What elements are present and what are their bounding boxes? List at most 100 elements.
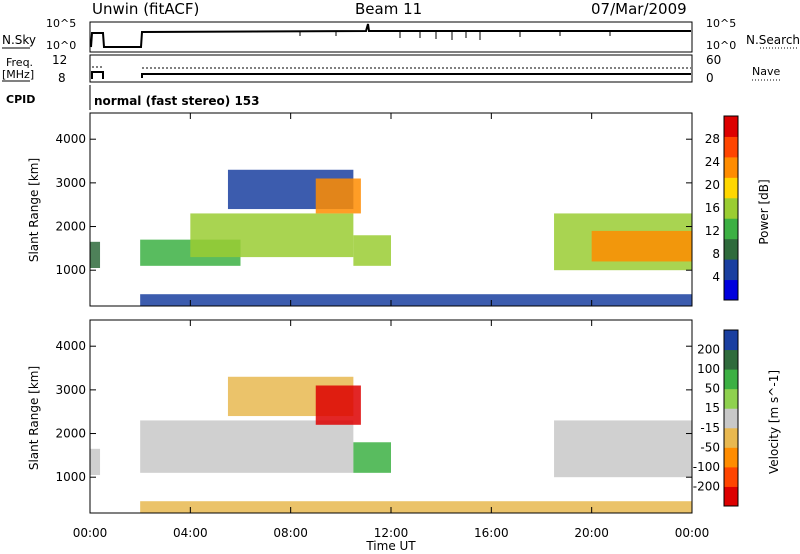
velocity-colorbar-frame xyxy=(723,329,739,507)
velocity-colorbar-tick: -50 xyxy=(700,440,720,454)
velocity-colorbar-tick: 200 xyxy=(697,343,720,357)
nave-label: Nave xyxy=(752,65,780,78)
power-colorbar-swatch xyxy=(724,136,738,158)
nsky-tick-bottom: 10^0 xyxy=(46,39,76,52)
nsky-trace xyxy=(90,23,691,48)
y-tick-label: 4000 xyxy=(55,132,86,146)
power-colorbar-tick: 4 xyxy=(712,270,720,284)
power-colorbar-swatch xyxy=(724,197,738,219)
power-colorbar-tick: 20 xyxy=(705,178,720,192)
velocity-y-axis: 1000 2000 3000 4000 xyxy=(55,320,693,513)
power-colorbar-swatch xyxy=(724,279,738,301)
power-colorbar-tick: 12 xyxy=(705,224,720,238)
y-tick-label: 3000 xyxy=(55,176,86,190)
nsky-panel-frame xyxy=(89,21,693,53)
velocity-colorbar-swatch xyxy=(724,388,738,409)
freq-tick-top: 12 xyxy=(52,53,67,67)
velocity-colorbar-swatch xyxy=(724,330,738,351)
data-cell xyxy=(315,178,361,214)
data-cell xyxy=(140,501,692,513)
velocity-colorbar-tick: -15 xyxy=(700,421,720,435)
freq-trace xyxy=(91,71,691,79)
station-title: Unwin (fitACF) xyxy=(92,0,200,18)
nsky-label: N.Sky xyxy=(2,33,36,47)
velocity-frame xyxy=(89,319,693,514)
x-tick-label: 04:00 xyxy=(173,526,208,540)
power-colorbar-swatch xyxy=(724,218,738,240)
cpid-label: CPID xyxy=(6,93,35,106)
velocity-y-label: Slant Range [km] xyxy=(27,366,41,470)
power-colorbar-swatch xyxy=(724,116,738,137)
data-cell xyxy=(90,241,101,269)
velocity-colorbar-swatch xyxy=(724,466,738,487)
y-tick-label: 1000 xyxy=(55,470,86,484)
power-y-axis: 1000 2000 3000 4000 xyxy=(55,113,693,306)
y-tick-label: 2000 xyxy=(55,220,86,234)
x-tick-label: 16:00 xyxy=(474,526,509,540)
x-axis-label: Time UT xyxy=(365,539,416,553)
velocity-colorbar-tick: 100 xyxy=(697,362,720,376)
power-colorbar-frame xyxy=(723,115,739,301)
velocity-colorbar-swatch xyxy=(724,486,738,507)
y-tick-label: 2000 xyxy=(55,427,86,441)
nsearch-trace xyxy=(299,32,611,40)
velocity-colorbar-swatch xyxy=(724,447,738,468)
velocity-plot: 1000 2000 3000 4000 Slant Range [km] xyxy=(27,319,693,514)
data-cell xyxy=(315,385,361,425)
velocity-colorbar-swatch xyxy=(724,349,738,370)
power-colorbar-swatch xyxy=(724,177,738,199)
freq-panel-frame xyxy=(89,54,693,83)
nsearch-tick-top: 10^5 xyxy=(706,17,736,30)
nave-tick-top: 60 xyxy=(706,53,721,67)
power-colorbar: 4 8 12 16 20 24 28 xyxy=(705,115,739,301)
beam-label: Beam 11 xyxy=(355,0,423,18)
x-tick-label: 00:00 xyxy=(73,526,108,540)
data-cell xyxy=(190,213,354,258)
data-cell xyxy=(353,442,391,473)
power-plot: 1000 2000 3000 4000 Slant Range [km] xyxy=(27,112,693,307)
power-colorbar-swatch xyxy=(724,259,738,281)
velocity-colorbar-tick: -100 xyxy=(693,460,720,474)
velocity-colorbar: -200 -100 -50 -15 15 50 100 200 xyxy=(693,329,739,507)
data-cell xyxy=(90,448,101,476)
data-cell xyxy=(140,420,354,473)
nave-trace xyxy=(92,66,691,69)
y-tick-label: 4000 xyxy=(55,339,86,353)
velocity-colorbar-label: Velocity [m s^-1] xyxy=(767,370,781,474)
power-frame xyxy=(89,112,693,307)
power-colorbar-swatch xyxy=(724,238,738,260)
x-tick-label: 00:00 xyxy=(675,526,710,540)
data-cell xyxy=(591,230,692,262)
freq-tick-bottom: 8 xyxy=(58,71,66,85)
power-colorbar-tick: 16 xyxy=(705,201,720,215)
x-tick-label: 12:00 xyxy=(374,526,409,540)
x-axis: 00:00 04:00 08:00 12:00 16:00 20:00 00:00 xyxy=(73,526,710,540)
cpid-value: normal (fast stereo) 153 xyxy=(94,94,260,108)
freq-label: Freq. xyxy=(6,56,33,69)
power-colorbar-tick: 8 xyxy=(712,247,720,261)
power-colorbar-swatch xyxy=(724,156,738,178)
x-tick-label: 08:00 xyxy=(273,526,308,540)
nave-tick-bottom: 0 xyxy=(706,71,714,85)
y-tick-label: 1000 xyxy=(55,263,86,277)
y-tick-label: 3000 xyxy=(55,383,86,397)
nsearch-label: N.Search xyxy=(746,33,800,47)
power-regions xyxy=(90,169,692,306)
freq-unit: [MHz] xyxy=(2,68,34,81)
nsearch-tick-bottom: 10^0 xyxy=(706,39,736,52)
power-colorbar-tick: 28 xyxy=(705,132,720,146)
data-cell xyxy=(554,420,692,478)
velocity-regions xyxy=(90,376,692,513)
velocity-colorbar-tick: -200 xyxy=(693,479,720,493)
data-cell xyxy=(140,294,692,306)
date-label: 07/Mar/2009 xyxy=(591,0,687,18)
velocity-colorbar-swatch xyxy=(724,369,738,390)
velocity-colorbar-tick: 15 xyxy=(705,401,720,415)
x-tick-label: 20:00 xyxy=(574,526,609,540)
velocity-colorbar-tick: 50 xyxy=(705,382,720,396)
power-colorbar-label: Power [dB] xyxy=(757,179,771,244)
power-y-label: Slant Range [km] xyxy=(27,158,41,262)
nsky-tick-top: 10^5 xyxy=(46,17,76,30)
power-colorbar-tick: 24 xyxy=(705,155,720,169)
